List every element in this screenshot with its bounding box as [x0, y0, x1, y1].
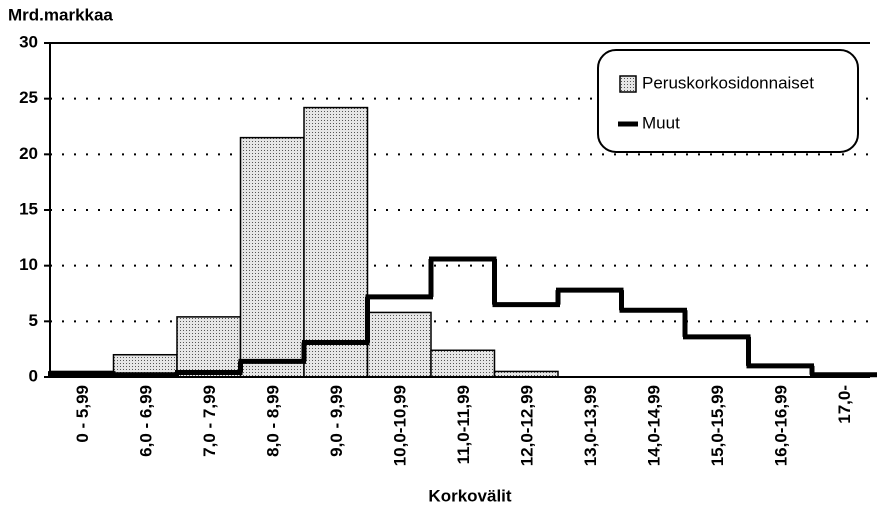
legend-box	[597, 49, 859, 153]
bar	[366, 311, 432, 378]
y-tick-label: 20	[19, 144, 38, 163]
x-tick-label: 9,0 - 9,99	[327, 385, 346, 457]
y-tick-label: 0	[29, 366, 38, 385]
y-tick-label: 15	[19, 199, 38, 218]
bar	[176, 316, 242, 378]
y-tick-label: 25	[19, 88, 38, 107]
legend-label: Peruskorkosidonnaiset	[642, 73, 814, 92]
x-tick-label: 13,0-13,99	[581, 385, 600, 466]
x-tick-label: 10,0-10,99	[391, 385, 410, 466]
x-tick-label: 6,0 - 6,99	[137, 385, 156, 457]
x-tick-label: 7,0 - 7,99	[200, 385, 219, 457]
bar	[303, 106, 369, 378]
x-tick-label: 15,0-15,99	[708, 385, 727, 466]
y-tick-label: 5	[29, 311, 38, 330]
legend-swatch	[619, 75, 637, 93]
x-tick-label: 0 - 5,99	[73, 385, 92, 443]
x-axis-label: Korkovälit	[428, 486, 511, 505]
y-tick-label: 10	[19, 255, 38, 274]
legend-label: Muut	[642, 113, 680, 132]
y-tick-label: 30	[19, 32, 38, 51]
bar	[430, 349, 496, 378]
x-tick-label: 14,0-14,99	[645, 385, 664, 466]
x-tick-label: 17,0-	[835, 385, 854, 424]
x-tick-label: 11,0-11,99	[454, 385, 473, 464]
x-tick-label: 12,0-12,99	[518, 385, 537, 466]
x-tick-label: 8,0 - 8,99	[264, 385, 283, 457]
x-tick-label: 16,0-16,99	[772, 385, 791, 466]
bar	[239, 136, 305, 378]
axis-title: Mrd.markkaa	[8, 5, 113, 24]
